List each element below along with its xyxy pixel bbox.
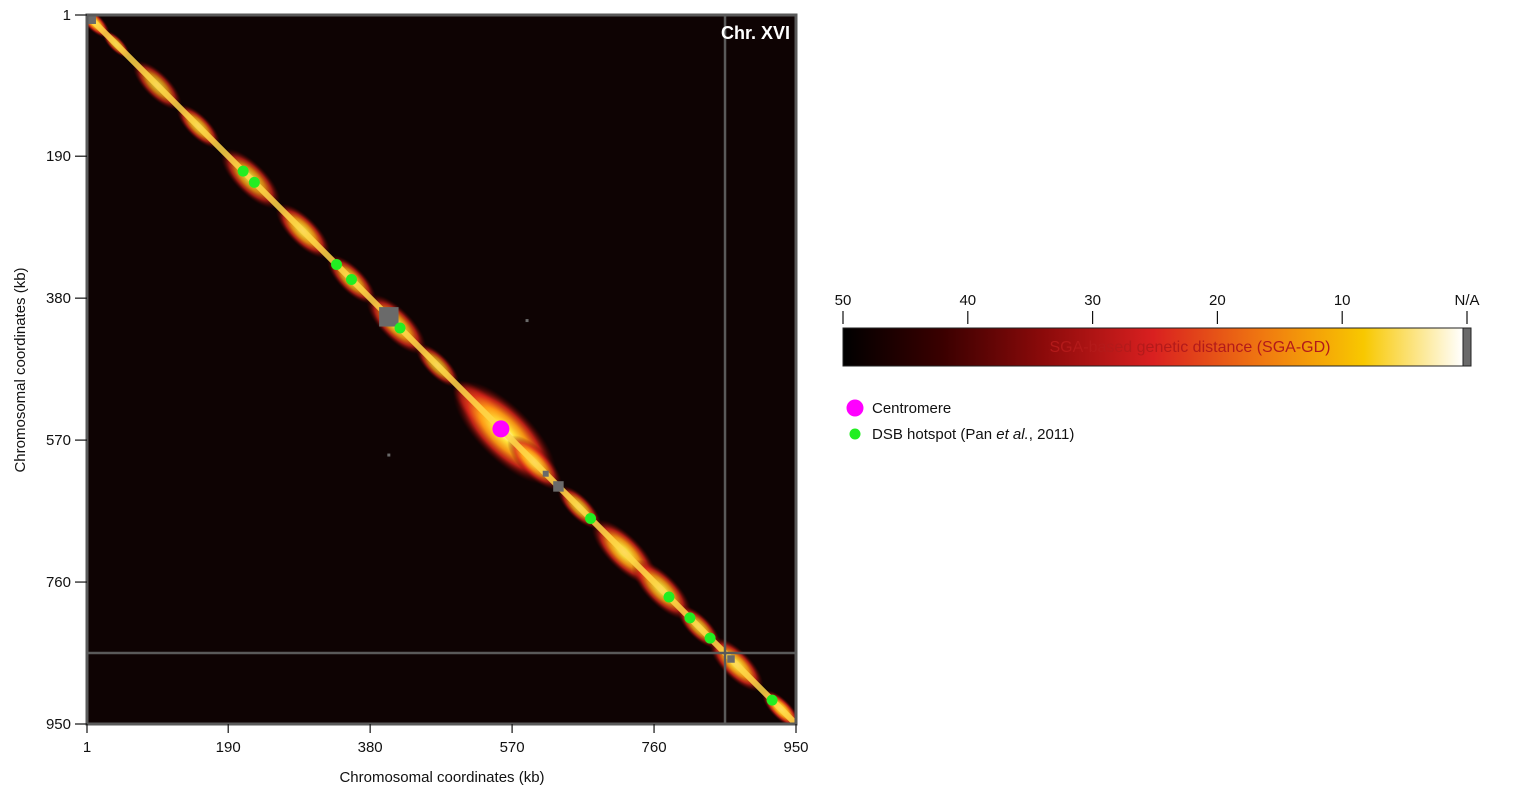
y-tick-label: 1	[63, 7, 71, 24]
x-tick-label: 380	[358, 739, 383, 756]
legend-label: Centromere	[872, 400, 951, 417]
chromosome-label: Chr. XVI	[721, 23, 790, 43]
dsb-hotspot-point	[394, 322, 406, 334]
x-axis: 1 190 380 570 760 950	[83, 724, 809, 756]
x-tick-label: 190	[216, 739, 241, 756]
dsb-hotspot-point	[684, 612, 696, 624]
colorbar-ticks: 50 40 30 20 10 N/A	[835, 292, 1480, 324]
legend: Centromere DSB hotspot (Pan et al., 2011)	[846, 399, 1074, 443]
x-axis-title: Chromosomal coordinates (kb)	[339, 769, 544, 786]
na-blocks-layer	[87, 15, 735, 663]
na-block	[553, 481, 564, 492]
na-block	[379, 307, 399, 327]
diagonal-core	[87, 15, 796, 724]
na-block	[87, 15, 96, 24]
legend-marker	[849, 428, 861, 440]
legend-label: DSB hotspot (Pan et al., 2011)	[872, 426, 1074, 443]
dsb-hotspot-point	[704, 632, 716, 644]
x-tick-label: 570	[500, 739, 525, 756]
y-tick-label: 380	[46, 290, 71, 307]
marker-layer	[237, 165, 778, 706]
x-tick-label: 760	[642, 739, 667, 756]
dsb-hotspot-point	[766, 694, 778, 706]
y-axis-title: Chromosomal coordinates (kb)	[12, 267, 29, 472]
dsb-hotspot-point	[663, 591, 675, 603]
y-tick-label: 950	[46, 716, 71, 733]
colorbar-tick-label: 30	[1084, 292, 1101, 309]
na-block	[387, 453, 391, 457]
na-block	[542, 470, 549, 477]
na-block	[525, 319, 529, 323]
dsb-hotspot-point	[585, 513, 597, 525]
dsb-hotspot-point	[248, 176, 260, 188]
centromere-point	[492, 420, 510, 438]
dsb-hotspot-point	[237, 165, 249, 177]
colorbar-label: SGA-based genetic distance (SGA-GD)	[1049, 339, 1330, 356]
na-block	[727, 655, 735, 663]
colorbar-na-swatch	[1462, 327, 1472, 367]
colorbar: 50 40 30 20 10 N/A SGA-based genetic distance…	[835, 292, 1480, 367]
dsb-hotspot-point	[331, 259, 343, 271]
y-tick-label: 760	[46, 574, 71, 591]
x-tick-label: 1	[83, 739, 91, 756]
legend-marker	[846, 399, 864, 417]
colorbar-tick-label: 20	[1209, 292, 1226, 309]
colorbar-tick-label: 50	[835, 292, 852, 309]
chromosome-boundary-lines	[87, 15, 796, 724]
x-tick-label: 950	[783, 739, 808, 756]
y-tick-label: 190	[46, 148, 71, 165]
y-tick-label: 570	[46, 432, 71, 449]
y-axis: 1 190 380 570 760 950	[46, 7, 87, 733]
colorbar-tick-label: 40	[959, 292, 976, 309]
dsb-hotspot-point	[345, 273, 357, 285]
colorbar-tick-label: N/A	[1454, 292, 1479, 309]
colorbar-gradient	[842, 327, 1464, 367]
plot-frame	[85, 13, 798, 726]
colorbar-tick-label: 10	[1334, 292, 1351, 309]
